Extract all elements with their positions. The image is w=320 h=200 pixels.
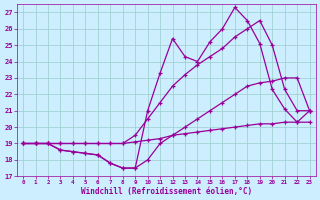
X-axis label: Windchill (Refroidissement éolien,°C): Windchill (Refroidissement éolien,°C) bbox=[81, 187, 252, 196]
